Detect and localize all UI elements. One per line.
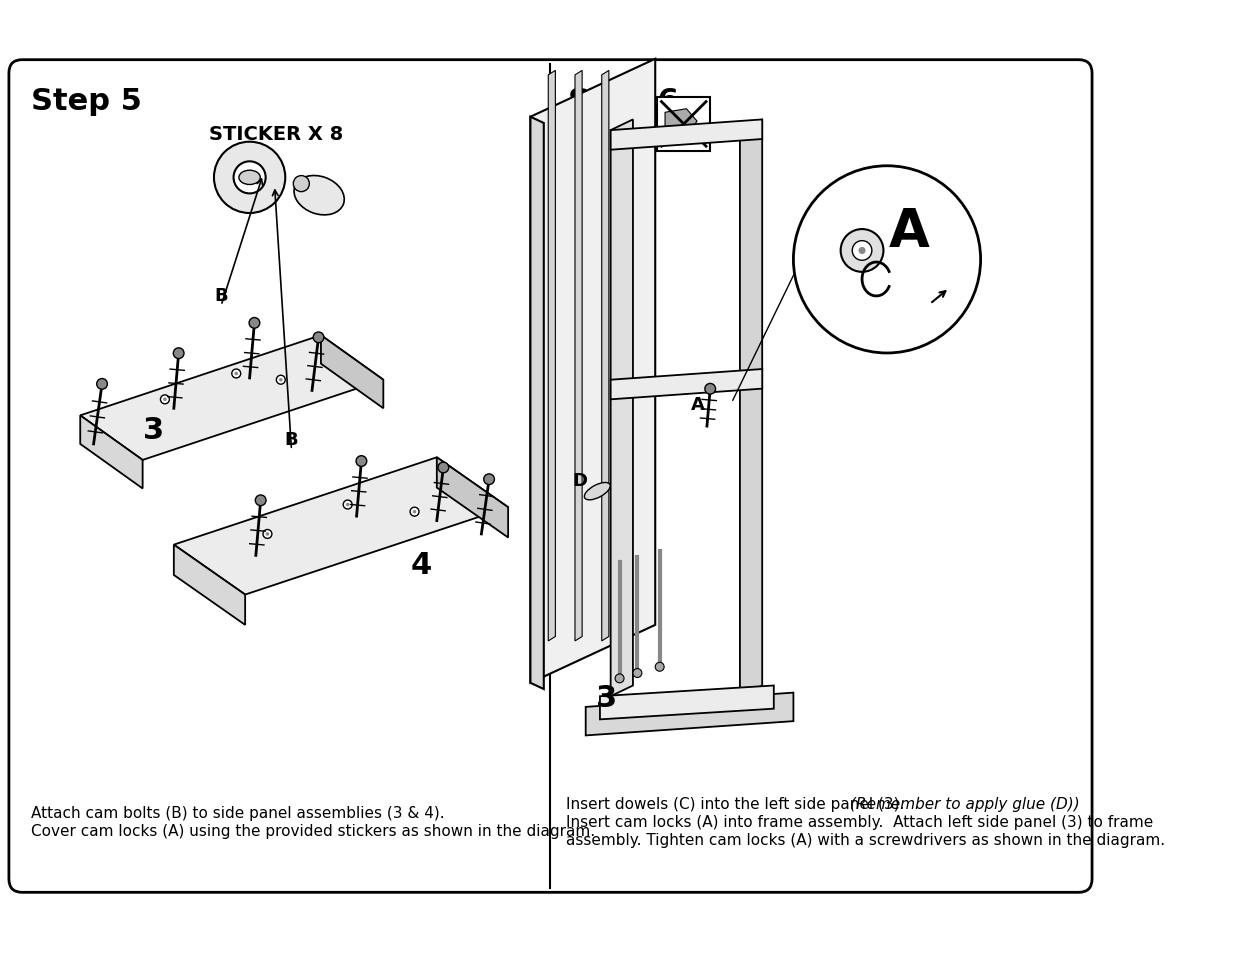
Circle shape — [656, 662, 664, 672]
Circle shape — [412, 511, 416, 514]
Circle shape — [256, 496, 266, 506]
Text: A: A — [889, 206, 930, 257]
Text: Cover cam locks (A) using the provided stickers as shown in the diagram.: Cover cam locks (A) using the provided s… — [31, 823, 595, 838]
Circle shape — [235, 373, 238, 375]
Circle shape — [266, 533, 269, 537]
Circle shape — [343, 500, 352, 510]
Text: 4: 4 — [411, 550, 432, 579]
Polygon shape — [174, 545, 246, 625]
Circle shape — [279, 378, 283, 382]
Ellipse shape — [238, 171, 261, 185]
Circle shape — [96, 379, 107, 390]
FancyBboxPatch shape — [657, 98, 710, 152]
Text: (Remember to apply glue (D)): (Remember to apply glue (D)) — [850, 796, 1079, 811]
Circle shape — [410, 508, 419, 517]
Polygon shape — [80, 416, 142, 489]
Circle shape — [249, 318, 259, 329]
Text: D: D — [572, 472, 587, 490]
Circle shape — [484, 475, 494, 485]
Polygon shape — [600, 686, 774, 720]
Text: A: A — [692, 395, 705, 414]
Circle shape — [634, 669, 642, 678]
Circle shape — [314, 333, 324, 343]
Circle shape — [346, 503, 350, 507]
Circle shape — [232, 370, 241, 378]
Polygon shape — [437, 457, 508, 537]
Circle shape — [841, 230, 883, 273]
Polygon shape — [576, 71, 582, 641]
Polygon shape — [610, 120, 762, 151]
Circle shape — [173, 349, 184, 359]
Text: Step 6: Step 6 — [568, 87, 679, 115]
Text: Insert cam locks (A) into frame assembly.  Attach left side panel (3) to frame: Insert cam locks (A) into frame assembly… — [566, 814, 1153, 829]
Polygon shape — [174, 457, 508, 595]
Circle shape — [277, 375, 285, 385]
Text: 3: 3 — [595, 683, 616, 713]
Polygon shape — [80, 335, 383, 460]
Circle shape — [263, 530, 272, 538]
Polygon shape — [321, 335, 383, 409]
Polygon shape — [585, 693, 793, 736]
Circle shape — [214, 143, 285, 213]
Circle shape — [615, 674, 624, 683]
Circle shape — [293, 176, 309, 193]
Ellipse shape — [294, 176, 345, 215]
Circle shape — [356, 456, 367, 467]
Text: assembly. Tighten cam locks (A) with a screwdrivers as shown in the diagram.: assembly. Tighten cam locks (A) with a s… — [566, 832, 1165, 847]
Circle shape — [233, 162, 266, 194]
Circle shape — [163, 398, 167, 402]
Text: Step 5: Step 5 — [31, 87, 142, 115]
Polygon shape — [601, 71, 609, 641]
Polygon shape — [530, 117, 543, 689]
Text: Insert dowels (C) into the left side panel (3).: Insert dowels (C) into the left side pan… — [566, 796, 914, 811]
Circle shape — [793, 167, 981, 354]
Polygon shape — [610, 370, 762, 400]
Circle shape — [438, 462, 448, 474]
Polygon shape — [548, 71, 556, 641]
Text: STICKER X 8: STICKER X 8 — [209, 125, 343, 144]
Text: B: B — [214, 287, 228, 305]
FancyBboxPatch shape — [9, 61, 1092, 892]
Polygon shape — [740, 120, 762, 697]
Polygon shape — [610, 120, 634, 697]
Circle shape — [858, 248, 866, 254]
Ellipse shape — [584, 483, 610, 500]
Polygon shape — [530, 60, 656, 683]
Circle shape — [161, 395, 169, 404]
Polygon shape — [664, 110, 697, 134]
Circle shape — [852, 241, 872, 261]
Text: Attach cam bolts (B) to side panel assemblies (3 & 4).: Attach cam bolts (B) to side panel assem… — [31, 805, 445, 821]
Text: B: B — [285, 431, 299, 449]
Text: 3: 3 — [143, 416, 164, 445]
Circle shape — [705, 384, 715, 395]
